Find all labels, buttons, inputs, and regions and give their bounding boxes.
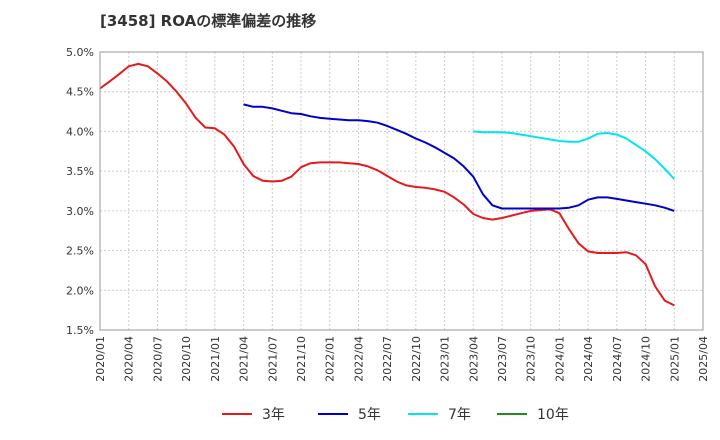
y-tick-label: 2.0% bbox=[66, 284, 94, 297]
plot-frame bbox=[99, 51, 704, 331]
x-axis: 2020/01 2020/04 2020/07 2020/10 2021/01 2021/… bbox=[94, 336, 710, 382]
x-tick-label: 2023/07 bbox=[496, 336, 509, 382]
x-tick-label: 2023/10 bbox=[525, 336, 538, 382]
x-tick-label: 2023/04 bbox=[467, 336, 480, 382]
series-line-2 bbox=[473, 130, 676, 180]
y-axis: 1.5% 2.0% 2.5% 3.0% 3.5% 4.0% 4.5% 5.0% bbox=[66, 46, 94, 337]
y-tick-label: 3.5% bbox=[66, 165, 94, 178]
x-tick-label: 2021/04 bbox=[238, 336, 251, 382]
x-tick-label: 2025/01 bbox=[668, 336, 681, 382]
y-tick-label: 4.5% bbox=[66, 86, 94, 99]
chart-title: [3458] ROAの標準偏差の推移 bbox=[100, 12, 317, 30]
y-tick-label: 4.0% bbox=[66, 125, 94, 138]
legend-item-3y: 3年 bbox=[222, 402, 285, 426]
series-line-0 bbox=[99, 62, 675, 307]
x-tick-label: 2024/01 bbox=[553, 336, 566, 382]
x-tick-label: 2024/07 bbox=[611, 336, 624, 382]
x-tick-label: 2025/04 bbox=[697, 336, 710, 382]
series-line-1 bbox=[243, 103, 675, 212]
legend-swatch bbox=[497, 413, 527, 415]
legend-label: 10年 bbox=[537, 407, 569, 423]
x-tick-label: 2020/01 bbox=[94, 336, 107, 382]
legend: 3年 5年 7年 10年 bbox=[0, 402, 720, 426]
x-tick-label: 2024/10 bbox=[640, 336, 653, 382]
x-tick-label: 2024/04 bbox=[582, 336, 595, 382]
x-tick-label: 2020/04 bbox=[123, 336, 136, 382]
x-tick-label: 2022/10 bbox=[410, 336, 423, 382]
legend-label: 7年 bbox=[448, 407, 471, 423]
x-tick-label: 2022/04 bbox=[352, 336, 365, 382]
x-tick-label: 2022/07 bbox=[381, 336, 394, 382]
legend-swatch bbox=[408, 413, 438, 415]
x-tick-label: 2021/10 bbox=[295, 336, 308, 382]
y-tick-label: 1.5% bbox=[66, 324, 94, 337]
y-tick-label: 2.5% bbox=[66, 245, 94, 258]
series-lines bbox=[99, 62, 676, 307]
x-tick-label: 2021/01 bbox=[209, 336, 222, 382]
y-tick-label: 5.0% bbox=[66, 46, 94, 59]
legend-item-10y: 10年 bbox=[497, 402, 569, 426]
y-tick-label: 3.0% bbox=[66, 205, 94, 218]
legend-item-7y: 7年 bbox=[408, 402, 471, 426]
x-tick-label: 2020/07 bbox=[151, 336, 164, 382]
grid bbox=[99, 51, 704, 331]
legend-swatch bbox=[318, 413, 348, 415]
legend-item-5y: 5年 bbox=[318, 402, 381, 426]
x-tick-label: 2020/10 bbox=[180, 336, 193, 382]
legend-label: 5年 bbox=[358, 407, 381, 423]
x-tick-label: 2022/01 bbox=[324, 336, 337, 382]
line-chart: 1.5% 2.0% 2.5% 3.0% 3.5% 4.0% 4.5% 5.0% 2020/01… bbox=[66, 46, 710, 382]
x-tick-label: 2021/07 bbox=[266, 336, 279, 382]
legend-label: 3年 bbox=[262, 407, 285, 423]
x-tick-label: 2023/01 bbox=[439, 336, 452, 382]
legend-swatch bbox=[222, 413, 252, 415]
